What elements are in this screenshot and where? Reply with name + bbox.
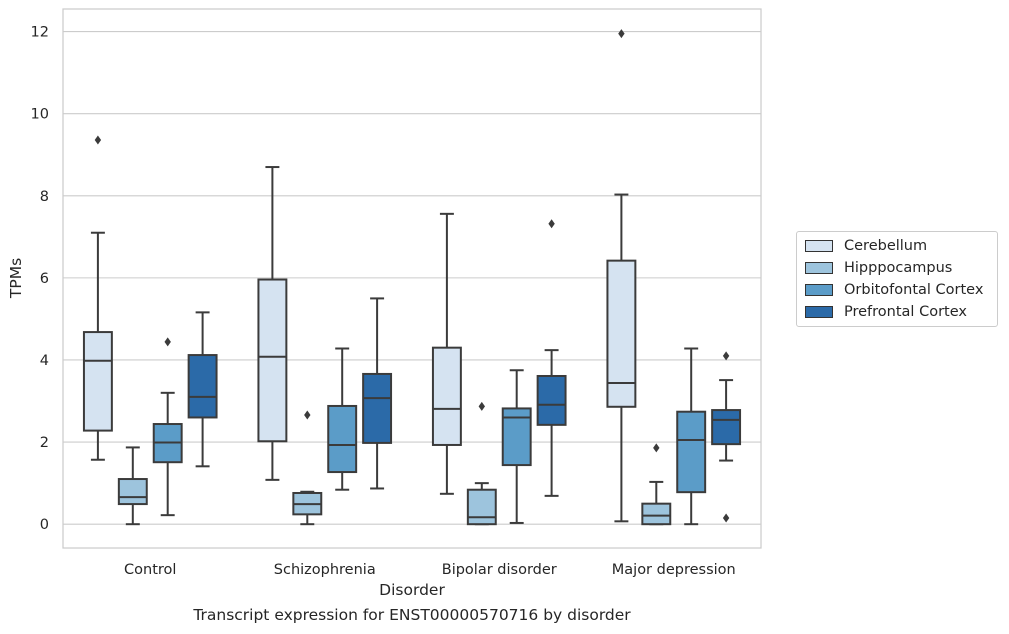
y-tick-label: 8 bbox=[40, 189, 49, 205]
outlier-point bbox=[304, 410, 311, 420]
y-tick-label: 4 bbox=[40, 353, 49, 369]
legend-item-cerebellum: Cerebellum bbox=[805, 237, 927, 254]
y-axis-label: TPMs bbox=[7, 258, 25, 299]
outlier-point bbox=[164, 337, 171, 347]
box-iqr bbox=[117, 478, 148, 506]
box-iqr bbox=[466, 488, 497, 526]
outlier-point bbox=[722, 513, 730, 523]
legend-label: Orbitofontal Cortex bbox=[844, 281, 984, 298]
legend-item-orbitofrontal: Orbitofontal Cortex bbox=[805, 281, 983, 298]
box-3-3 bbox=[711, 351, 742, 523]
box-1-1 bbox=[292, 410, 323, 526]
chart-caption: Transcript expression for ENST0000057071… bbox=[193, 606, 631, 624]
box-3-0 bbox=[187, 311, 218, 468]
box-iqr bbox=[676, 410, 707, 494]
outlier-point bbox=[722, 351, 730, 361]
boxes-layer bbox=[82, 29, 742, 526]
y-tick-labels: 0 2 4 6 8 10 12 bbox=[31, 25, 49, 534]
outlier-point bbox=[618, 29, 625, 39]
legend-swatch bbox=[805, 239, 833, 252]
box-iqr bbox=[711, 409, 742, 446]
box-0-2 bbox=[431, 212, 462, 495]
y-tick-label: 12 bbox=[31, 25, 49, 41]
plot-area-frame bbox=[62, 8, 762, 549]
box-iqr bbox=[536, 374, 567, 426]
outlier-point bbox=[653, 443, 660, 453]
box-iqr bbox=[606, 259, 637, 408]
legend-swatch bbox=[805, 283, 833, 296]
legend-item-hippocampus: Hipppocampus bbox=[805, 259, 952, 276]
x-tick-label: Major depression bbox=[612, 562, 736, 578]
legend-swatch bbox=[805, 261, 833, 274]
box-0-0 bbox=[82, 135, 113, 461]
box-1-2 bbox=[466, 401, 497, 526]
y-tick-label: 2 bbox=[40, 435, 49, 451]
box-2-0 bbox=[152, 337, 183, 517]
box-iqr bbox=[641, 502, 672, 526]
box-iqr bbox=[431, 346, 462, 446]
legend-label: Cerebellum bbox=[844, 237, 928, 254]
box-2-1 bbox=[327, 347, 358, 491]
x-tick-label: Bipolar disorder bbox=[442, 562, 557, 578]
box-1-3 bbox=[641, 443, 672, 526]
outlier-point bbox=[548, 219, 555, 229]
box-0-3 bbox=[606, 29, 637, 523]
box-2-3 bbox=[676, 347, 707, 526]
legend-swatch bbox=[805, 305, 833, 318]
outlier-point bbox=[94, 135, 102, 145]
y-tick-label: 10 bbox=[31, 107, 49, 123]
box-0-1 bbox=[257, 166, 288, 481]
legend-label: Prefrontal Cortex bbox=[844, 303, 967, 320]
x-tick-label: Control bbox=[124, 562, 176, 578]
box-2-2 bbox=[501, 369, 532, 524]
x-axis-label: Disorder bbox=[379, 581, 445, 599]
legend-label: Hipppocampus bbox=[844, 259, 953, 276]
box-1-0 bbox=[117, 446, 148, 526]
box-iqr bbox=[362, 372, 393, 444]
box-iqr bbox=[82, 331, 113, 432]
box-iqr bbox=[187, 354, 218, 419]
legend-item-prefrontal: Prefrontal Cortex bbox=[805, 303, 967, 320]
box-3-2 bbox=[536, 219, 567, 497]
legend: Cerebellum Hipppocampus Orbitofontal Cor… bbox=[796, 231, 998, 327]
box-iqr bbox=[327, 404, 358, 474]
x-tick-label: Schizophrenia bbox=[274, 562, 376, 578]
box-iqr bbox=[257, 278, 288, 443]
y-tick-label: 6 bbox=[40, 271, 49, 287]
outlier-point bbox=[478, 401, 485, 411]
box-3-1 bbox=[362, 297, 393, 490]
y-tick-label: 0 bbox=[40, 517, 49, 533]
x-tick-labels: Control Schizophrenia Bipolar disorder Majo… bbox=[124, 562, 736, 578]
